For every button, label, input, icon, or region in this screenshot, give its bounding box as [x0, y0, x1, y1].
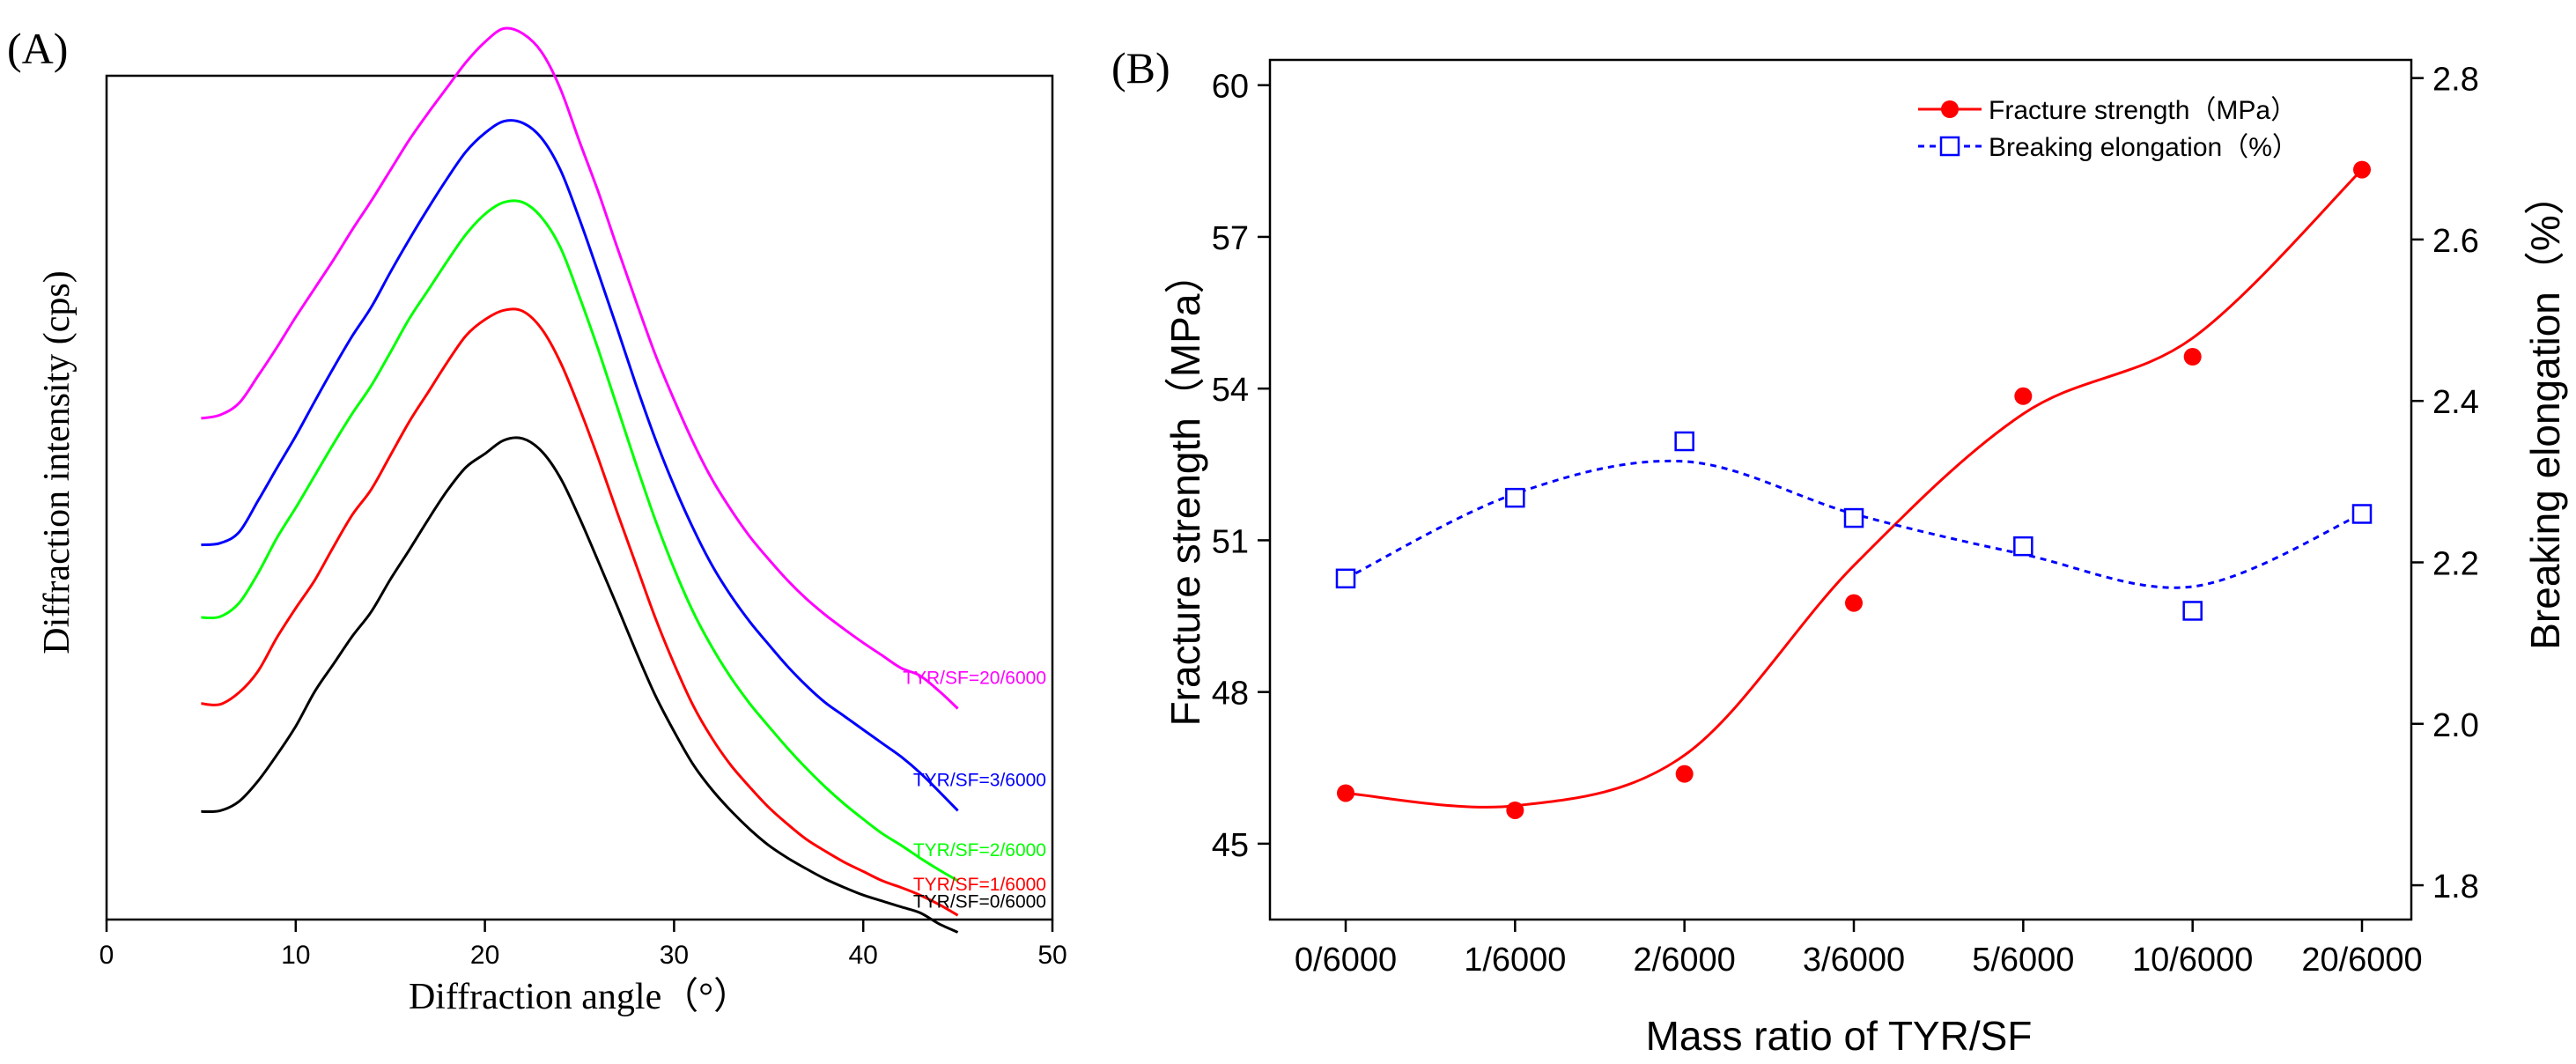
panel-a: (A) 0 10 20 30 40 50 TYR/SF=0/6000TYR/SF=1/60…	[7, 24, 1067, 1017]
panel-b-x-tick-label: 3/6000	[1803, 942, 1905, 979]
panel-b-data-point	[2351, 504, 2373, 524]
panel-b-x-tick-label: 2/6000	[1634, 942, 1736, 979]
panel-a-x-tick-label: 20	[470, 941, 499, 970]
panel-a-y-axis-label: Diffraction intensity (cps)	[37, 270, 78, 654]
panel-b-right-y-tick-label: 2.6	[2432, 223, 2479, 260]
legend-marker	[1939, 136, 1960, 157]
panel-a-x-tick-label: 40	[849, 941, 878, 970]
panel-b-data-point	[1675, 765, 1694, 783]
panel-a-series-label: TYR/SF=2/6000	[913, 840, 1046, 861]
panel-b-left-y-tick-label: 48	[1212, 676, 1249, 713]
legend-marker	[1941, 100, 1959, 118]
panel-b-left-y-tick-label: 54	[1212, 372, 1249, 409]
panel-b-data-point	[2013, 536, 2033, 557]
panel-a-x-ticks: 0 10 20 30 40 50	[100, 920, 1067, 970]
panel-b-legend: Fracture strength（MPa） Breaking elongatio…	[1918, 96, 2299, 162]
panel-b-left-y-tick-label: 57	[1212, 220, 1249, 257]
panel-b-left-y-tick-label: 51	[1212, 523, 1249, 560]
panel-b-label: (B)	[1111, 43, 1170, 92]
panel-b-left-y-tick-label: 60	[1212, 69, 1249, 106]
legend-label: Breaking elongation（%）	[1989, 133, 2299, 162]
panel-b-data-point	[2014, 387, 2033, 405]
panel-b-right-y-ticks: 1.8 2.0 2.2 2.4 2.6 2.8	[2411, 62, 2479, 905]
panel-a-plot-frame	[105, 74, 1054, 921]
panel-a-series-line	[201, 26, 959, 710]
panel-b-series	[1335, 160, 2373, 819]
panel-b: (B) 45 48 51 54 57 60 1.8 2.0 2.2 2.4 2.6 2.8 0/60…	[1111, 43, 2568, 1059]
panel-a-series-line	[201, 119, 959, 812]
panel-b-data-point	[1845, 594, 1863, 612]
panel-a-series-label: TYR/SF=1/6000	[913, 875, 1046, 895]
panel-b-left-y-axis-label: Fracture strength（MPa）	[1163, 254, 1208, 727]
panel-a-x-axis-label: Diffraction angle（°）	[409, 977, 750, 1017]
panel-b-data-point	[2182, 601, 2203, 621]
panel-b-x-ticks: 0/6000 1/6000 2/6000 3/6000 5/6000 10/6000 20/…	[1295, 920, 2423, 979]
panel-a-label: (A)	[7, 24, 68, 73]
panel-b-right-y-tick-label: 2.0	[2432, 707, 2479, 744]
panel-b-plot-frame	[1268, 58, 2413, 921]
panel-b-data-point	[1674, 431, 1694, 452]
panel-a-series-label: TYR/SF=3/6000	[913, 770, 1046, 790]
panel-b-data-point	[1843, 507, 1864, 528]
panel-a-series	[201, 26, 959, 934]
panel-b-x-tick-label: 5/6000	[1972, 942, 2074, 979]
panel-a-x-tick-label: 50	[1037, 941, 1067, 970]
panel-b-data-point	[2353, 160, 2371, 179]
panel-b-series-line	[1345, 168, 2364, 809]
panel-a-series-label: TYR/SF=0/6000	[913, 891, 1046, 912]
panel-b-right-y-tick-label: 2.4	[2432, 384, 2479, 421]
panel-b-x-tick-label: 1/6000	[1464, 942, 1566, 979]
panel-b-left-y-tick-label: 45	[1212, 827, 1249, 864]
panel-a-x-tick-label: 10	[281, 941, 310, 970]
panel-a-x-tick-label: 30	[660, 941, 689, 970]
panel-b-x-tick-label: 0/6000	[1295, 942, 1397, 979]
panel-a-series-line	[201, 436, 959, 934]
panel-a-series-line	[201, 199, 959, 883]
panel-b-data-point	[1506, 801, 1524, 819]
panel-b-right-y-axis-label: Breaking elongation（%）	[2522, 174, 2568, 650]
panel-b-data-point	[1335, 568, 1356, 589]
panel-b-right-y-tick-label: 1.8	[2432, 868, 2479, 905]
panel-b-right-y-tick-label: 2.2	[2432, 545, 2479, 582]
panel-b-x-tick-label: 10/6000	[2132, 942, 2253, 979]
panel-b-x-tick-label: 20/6000	[2301, 942, 2422, 979]
panel-b-data-point	[1337, 784, 1354, 802]
panel-b-right-y-tick-label: 2.8	[2432, 62, 2479, 99]
panel-b-data-point	[2183, 348, 2202, 366]
panel-b-left-y-ticks: 45 48 51 54 57 60	[1212, 69, 1270, 864]
panel-b-x-axis-label: Mass ratio of TYR/SF	[1646, 1013, 2033, 1059]
legend-label: Fracture strength（MPa）	[1989, 96, 2297, 125]
panel-a-series-label: TYR/SF=20/6000	[903, 669, 1046, 689]
panel-b-data-point	[1505, 487, 1525, 508]
panel-a-x-tick-label: 0	[100, 941, 114, 970]
panel-a-series-line	[201, 307, 959, 917]
